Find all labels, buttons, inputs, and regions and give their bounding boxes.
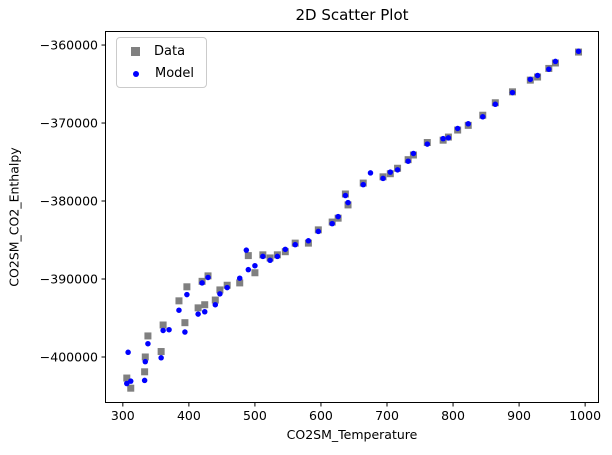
model-point [160,327,166,334]
model-point [125,349,131,356]
y-tick-label: −370000 [40,116,98,131]
legend-item-data: Data [125,44,194,59]
model-point [305,238,312,244]
model-point [182,329,188,335]
data-point [211,296,219,304]
data-point [244,252,252,260]
model-point [440,135,446,142]
model-point [394,167,401,173]
model-point [445,135,452,141]
data-point [194,304,202,312]
model-point [195,311,201,317]
model-point [410,150,417,157]
model-point [124,380,130,387]
model-point [345,199,351,206]
legend-label-model: Model [155,66,195,81]
model-point [367,170,374,176]
x-axis-label: CO2SM_Temperature [286,427,418,442]
model-point [509,89,516,96]
data-point [236,279,244,287]
model-point [329,220,335,227]
chart-title: 2D Scatter Plot [295,6,409,24]
model-point [387,169,394,175]
model-point [492,101,499,108]
model-point [315,228,322,235]
model-point [292,241,298,248]
model-point [335,213,341,220]
model-point [184,291,190,298]
model-point [252,262,258,269]
model-point [236,275,243,281]
model-point [274,253,281,260]
model-point [424,141,431,147]
data-point [141,368,149,376]
legend-item-model: Model [125,66,194,81]
x-tick-label: 600 [309,408,333,423]
x-tick-label: 800 [441,408,465,423]
model-point [380,175,386,182]
y-tick-label: −380000 [40,194,98,209]
model-point [224,284,230,291]
data-point [157,348,165,356]
model-point [454,125,461,132]
model-point [205,274,211,281]
x-tick-label: 900 [507,408,531,423]
y-tick-label: −390000 [40,272,98,287]
model-point [465,121,471,127]
model-point [534,72,541,79]
model-point [282,246,289,253]
x-tick-label: 500 [243,408,267,423]
data-point [123,374,131,382]
model-point [342,192,349,199]
model-point [527,76,534,83]
model-point [158,355,164,361]
model-point [260,253,266,260]
model-point [212,301,219,308]
model-point [142,358,149,365]
x-tick-label: 300 [111,408,135,423]
data-point [181,319,189,327]
data-point [141,353,149,361]
model-point [199,280,205,286]
model-point [128,378,134,384]
model-point [141,377,148,384]
model-point [217,291,223,297]
model-point [552,58,559,65]
model-dot-marker-icon [133,70,139,77]
model-point [575,48,582,55]
legend: Data Model [116,37,208,88]
data-square-marker-icon [131,47,140,56]
data-point [183,283,191,291]
data-point [175,297,183,305]
data-point [201,301,209,309]
model-point [243,247,250,253]
y-axis-label: CO2SM_CO2_Enthalpy [6,147,22,287]
model-point [267,257,273,264]
model-point [360,181,366,188]
data-point [251,269,259,277]
model-point [405,158,411,164]
model-point [201,309,208,315]
y-tick-label: −360000 [40,38,98,53]
x-tick-label: 700 [375,408,399,423]
model-point [245,266,252,273]
y-tick-label: −400000 [40,349,98,364]
data-point [144,332,152,340]
model-point [546,66,552,72]
data-point [216,286,224,294]
model-point [480,114,486,120]
plot-border [105,31,599,403]
model-point [166,326,172,333]
data-point [127,384,135,392]
model-point [176,307,182,313]
model-point [145,340,151,347]
legend-label-data: Data [154,44,186,59]
x-tick-label: 400 [177,408,201,423]
data-point [159,321,167,329]
x-tick-label: 1000 [569,408,601,423]
